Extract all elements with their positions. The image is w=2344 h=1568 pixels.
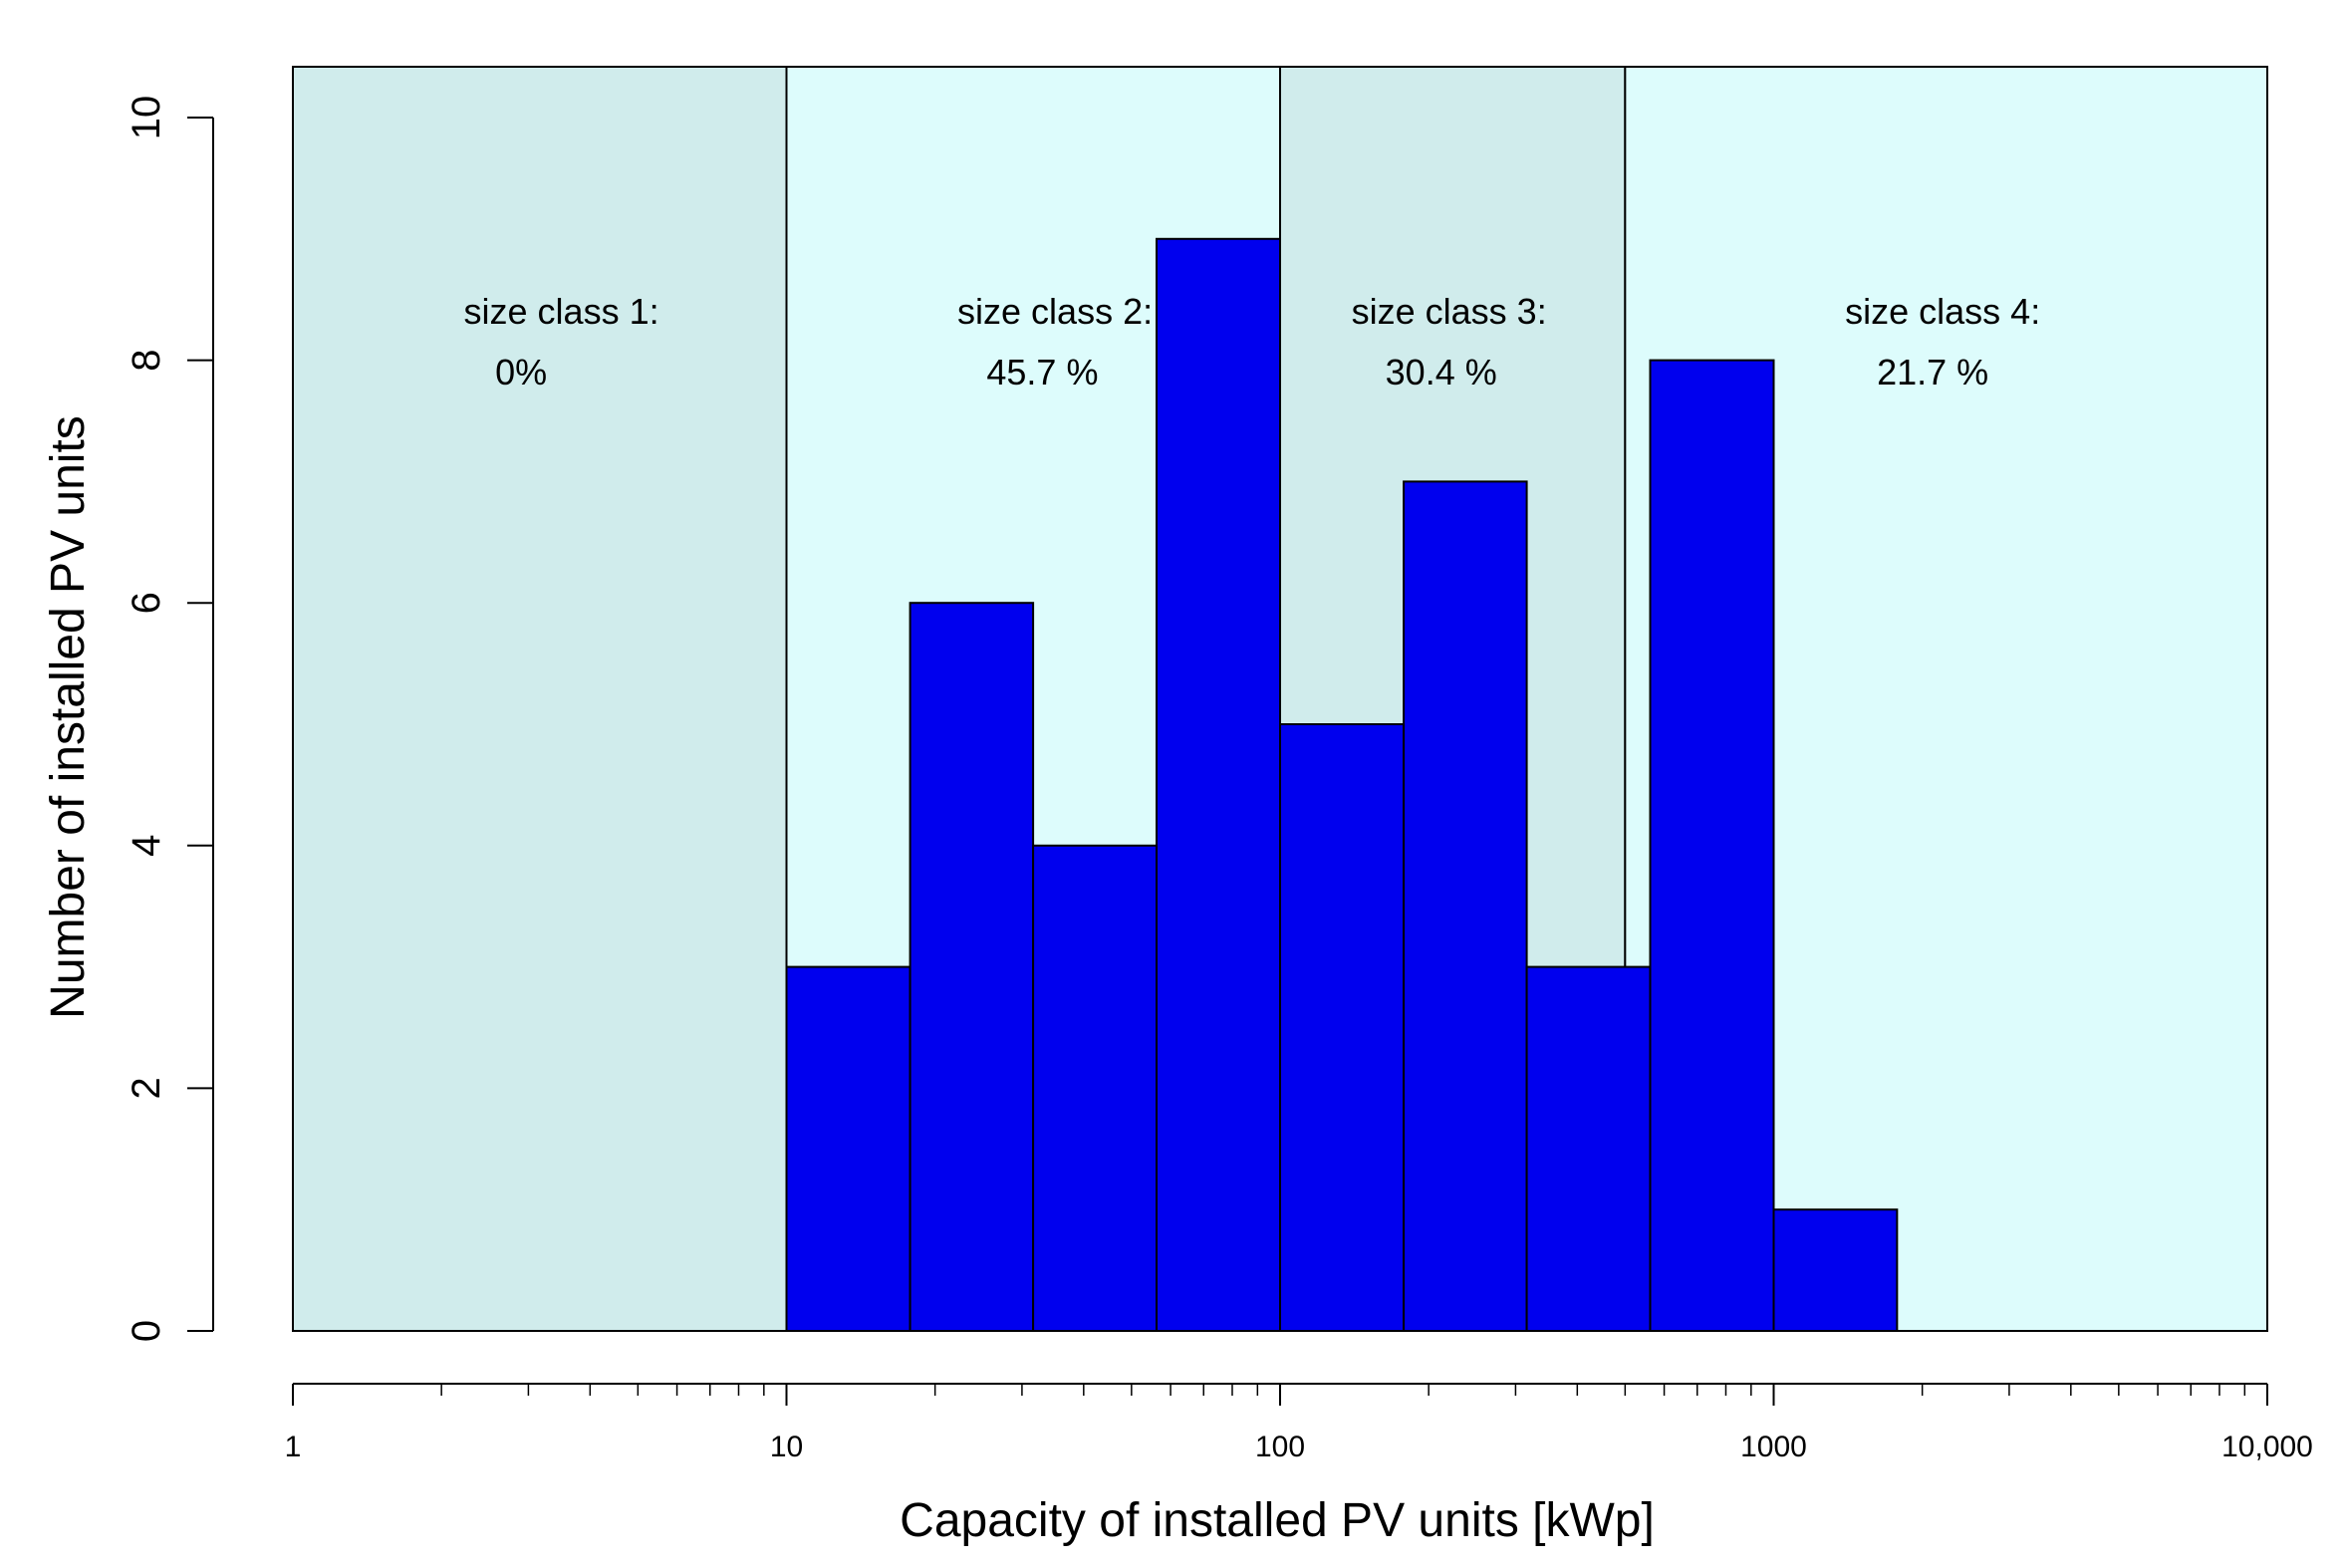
histogram-bar-8: [1649, 359, 1775, 1333]
size-class-3-share: 30.4 %: [1386, 352, 1497, 392]
y-axis: 0 2 4 6 8 10: [125, 96, 214, 1342]
x-axis-title: Capacity of installed PV units [kWp]: [900, 1494, 1655, 1547]
size-class-region-1: [292, 66, 788, 1332]
y-axis-title: Number of installed PV units: [42, 415, 95, 1019]
y-tick-label-10: 10: [125, 96, 168, 140]
x-tick-label-1000: 1000: [1740, 1431, 1807, 1463]
y-tick-label-8: 8: [125, 349, 168, 371]
histogram-bar-5: [1279, 723, 1406, 1332]
size-class-labels: size class 1: 0% size class 2: 45.7 % size c…: [464, 291, 2041, 392]
x-tick-label-100: 100: [1255, 1431, 1305, 1463]
size-class-4-label: size class 4:: [1845, 291, 2040, 332]
y-tick-label-6: 6: [125, 592, 168, 614]
y-tick-label-2: 2: [125, 1077, 168, 1099]
histogram-bar-9: [1772, 1208, 1899, 1332]
size-class-1-share: 0%: [495, 352, 547, 392]
histogram-bar-2: [909, 602, 1035, 1332]
histogram-bar-3: [1032, 844, 1158, 1332]
x-axis: 1 10 100 1000 10,000: [285, 1383, 2313, 1463]
size-class-2-label: size class 2:: [957, 291, 1153, 332]
y-tick-label-0: 0: [125, 1320, 168, 1342]
y-tick-label-4: 4: [125, 835, 168, 857]
x-tick-label-10000: 10,000: [2221, 1431, 2313, 1463]
histogram-bar-4: [1155, 237, 1282, 1332]
histogram-bar-6: [1403, 480, 1528, 1332]
histogram-bars: [785, 237, 1899, 1333]
histogram-bar-1: [785, 965, 912, 1332]
x-tick-label-10: 10: [770, 1431, 803, 1463]
x-tick-label-1: 1: [285, 1431, 302, 1463]
size-class-2-share: 45.7 %: [986, 352, 1098, 392]
size-class-3-label: size class 3:: [1352, 291, 1547, 332]
size-class-1-label: size class 1:: [464, 291, 659, 332]
histogram-bar-7: [1525, 965, 1652, 1332]
size-class-4-share: 21.7 %: [1877, 352, 1988, 392]
